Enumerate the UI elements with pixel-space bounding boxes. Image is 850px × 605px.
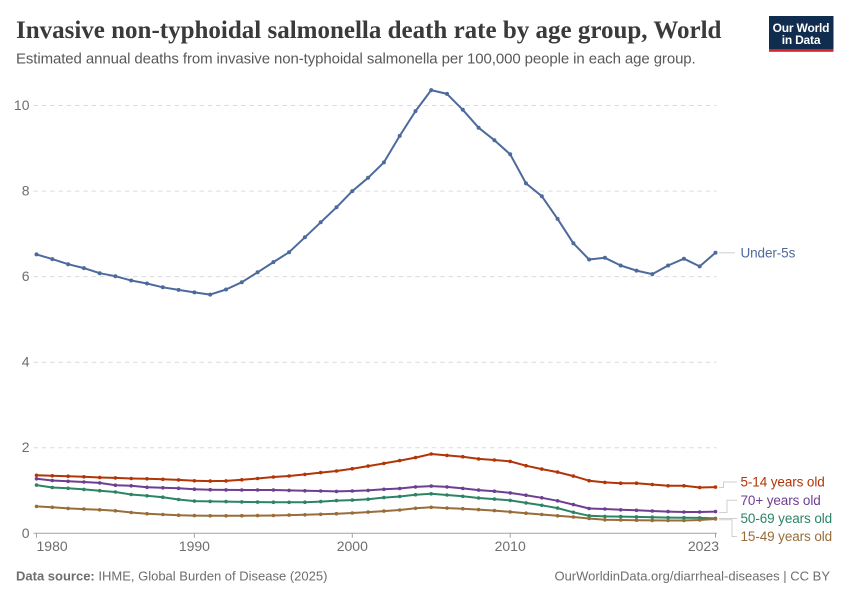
svg-text:5-14 years old: 5-14 years old [741, 475, 825, 490]
svg-text:Invasive non-typhoidal salmone: Invasive non-typhoidal salmonella death … [16, 17, 722, 44]
svg-text:1990: 1990 [179, 538, 210, 554]
svg-text:6: 6 [22, 268, 30, 284]
svg-text:4: 4 [22, 354, 30, 370]
svg-text:0: 0 [22, 525, 30, 541]
svg-text:50-69 years old: 50-69 years old [741, 511, 833, 526]
svg-text:1980: 1980 [37, 538, 68, 554]
svg-text:15-49 years old: 15-49 years old [741, 529, 833, 544]
svg-text:70+ years old: 70+ years old [741, 493, 821, 508]
svg-text:2: 2 [22, 439, 30, 455]
svg-text:in Data: in Data [782, 33, 821, 47]
svg-text:Data source: IHME, Global Burd: Data source: IHME, Global Burden of Dise… [16, 569, 327, 584]
svg-text:10: 10 [14, 97, 30, 113]
svg-text:Estimated annual deaths from i: Estimated annual deaths from invasive no… [16, 51, 696, 68]
svg-text:Under-5s: Under-5s [741, 246, 796, 261]
svg-text:2023: 2023 [688, 538, 719, 554]
svg-text:OurWorldinData.org/diarrheal-d: OurWorldinData.org/diarrheal-diseases | … [554, 569, 830, 584]
svg-text:Our World: Our World [773, 21, 830, 35]
svg-text:2000: 2000 [337, 538, 368, 554]
svg-text:8: 8 [22, 183, 30, 199]
svg-text:2010: 2010 [495, 538, 526, 554]
